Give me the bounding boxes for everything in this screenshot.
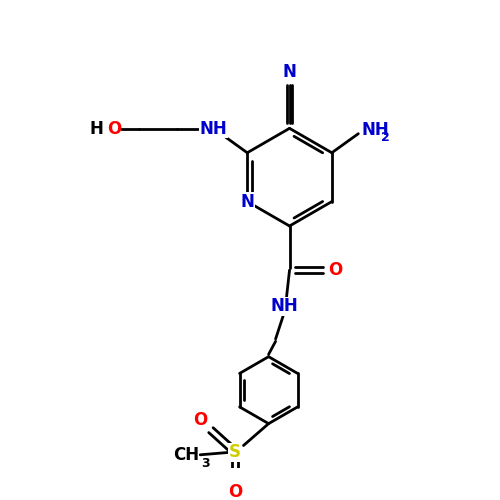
Text: CH: CH: [172, 446, 199, 464]
Text: NH: NH: [270, 298, 298, 316]
Text: 3: 3: [200, 456, 209, 469]
Text: NH: NH: [200, 120, 228, 138]
Text: S: S: [229, 444, 241, 462]
Text: O: O: [107, 120, 121, 138]
Text: 2: 2: [381, 132, 390, 144]
Text: O: O: [328, 261, 342, 279]
Text: N: N: [282, 63, 296, 81]
Text: N: N: [240, 192, 254, 210]
Text: O: O: [228, 484, 242, 500]
Text: NH: NH: [362, 121, 390, 139]
Text: O: O: [194, 411, 208, 429]
Text: H: H: [90, 120, 104, 138]
